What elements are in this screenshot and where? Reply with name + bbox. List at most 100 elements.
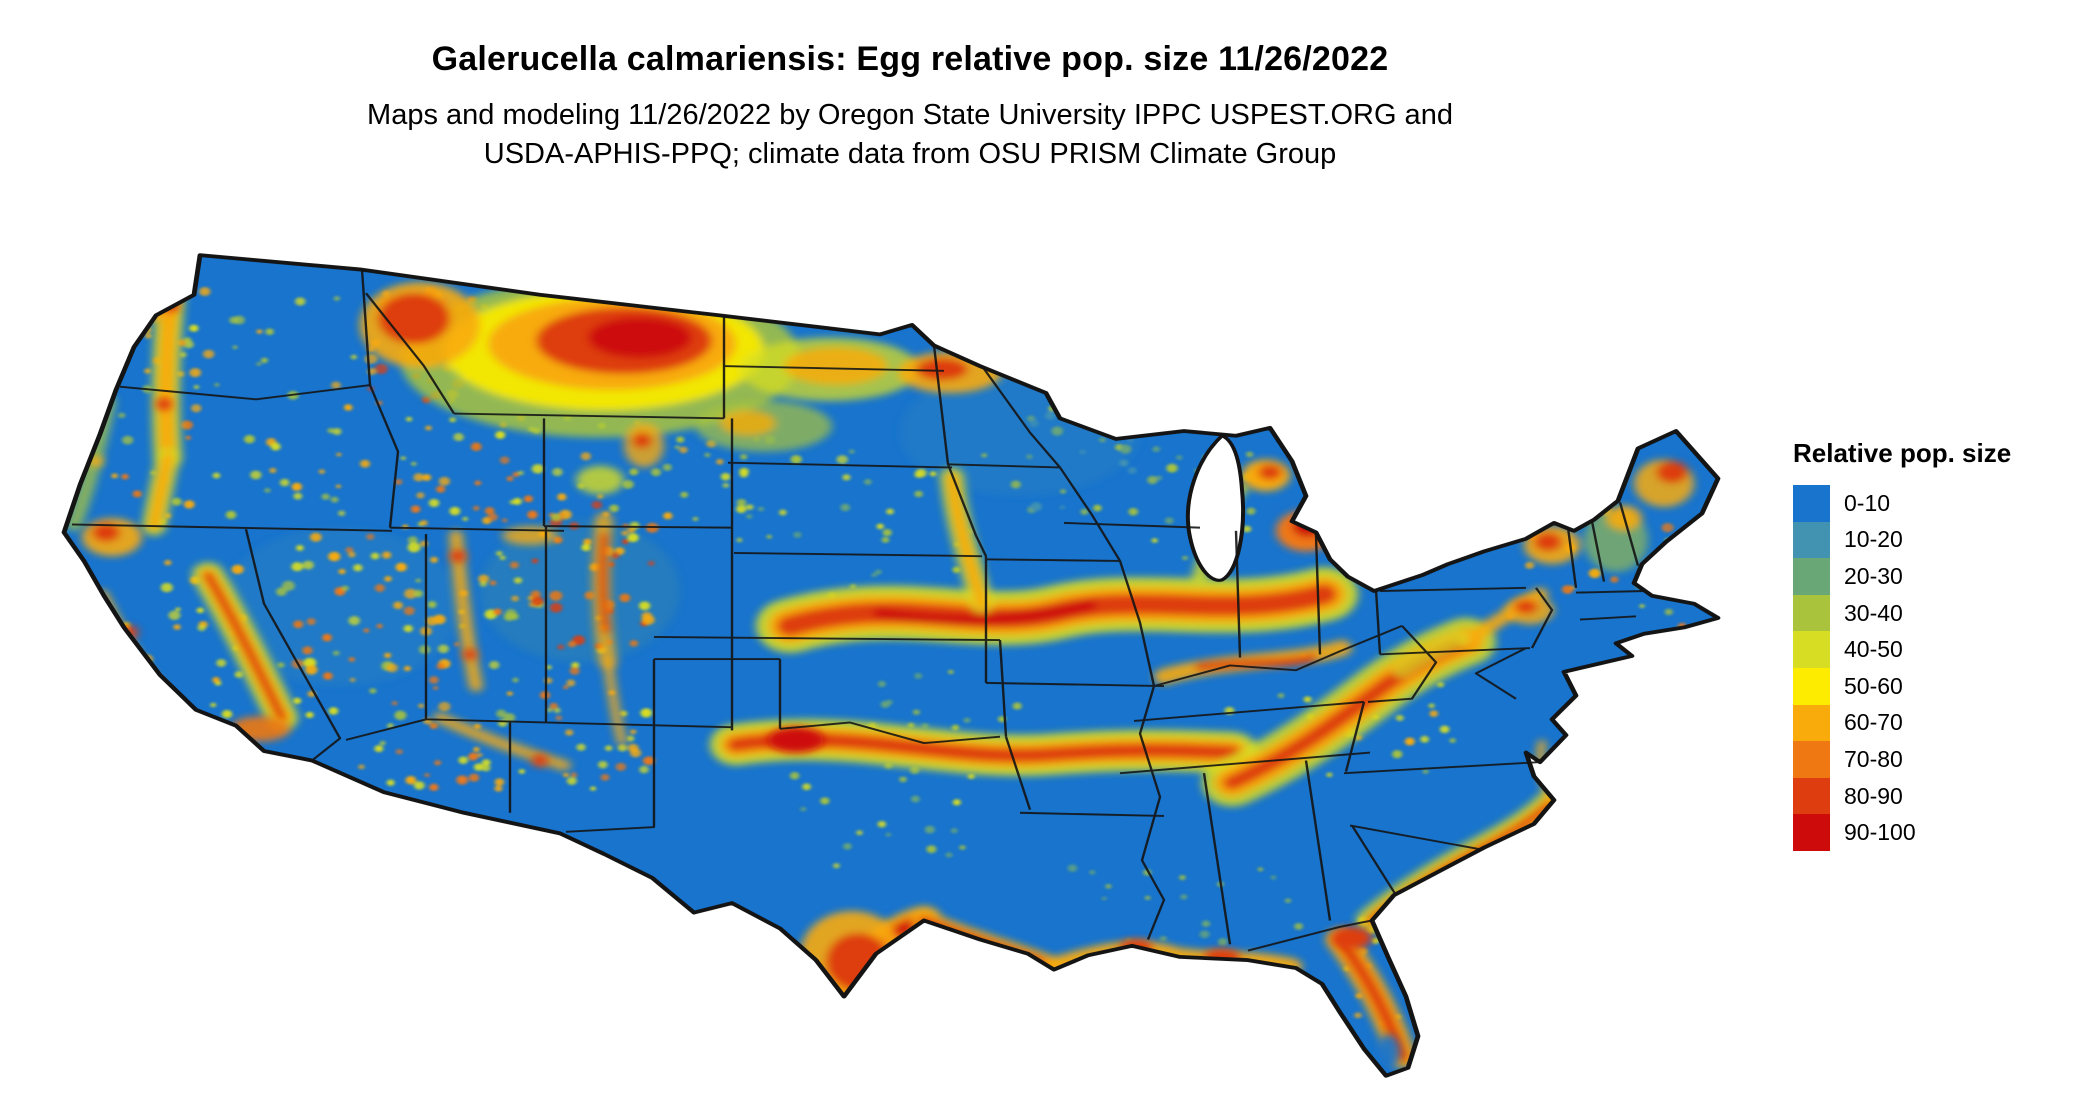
population-speckles-part [232, 345, 238, 350]
population-speckles-part [210, 702, 217, 708]
population-bands-part [433, 712, 571, 771]
population-speckles-part [571, 662, 580, 669]
population-speckles-part [609, 504, 619, 513]
state-borders-part [360, 269, 372, 386]
state-borders-part [543, 525, 733, 529]
population-speckles-part [912, 709, 921, 716]
population-speckles-part [234, 671, 243, 678]
population-speckles-part [1277, 693, 1285, 699]
population-speckles-part [185, 435, 191, 440]
population-speckles-part [576, 743, 586, 751]
population-speckles-part [353, 564, 363, 572]
population-speckles-part [358, 764, 365, 770]
population-speckles-part [407, 542, 421, 553]
population-speckles-part [366, 533, 375, 540]
population-speckles-part [963, 717, 971, 723]
population-speckles-part [506, 476, 514, 482]
population-speckles-part [882, 528, 892, 537]
population-speckles-part [1119, 459, 1129, 467]
population-speckles-part [557, 493, 567, 501]
population-speckles-part [420, 520, 428, 526]
population-speckles-part [395, 748, 403, 755]
population-speckles-part [121, 473, 129, 480]
population-hotspots-part [378, 293, 450, 344]
state-borders-part [345, 718, 427, 741]
population-speckles-part [386, 779, 395, 786]
population-speckles-part [144, 333, 152, 339]
state-borders-part [364, 292, 456, 415]
population-speckles-part [244, 434, 255, 444]
legend-swatch [1793, 594, 1830, 632]
population-speckles-part [484, 507, 495, 515]
population-speckles-part [876, 523, 884, 530]
population-speckles-part [481, 764, 491, 772]
population-speckles-part [395, 562, 407, 572]
population-speckles-part [403, 606, 415, 616]
population-speckles-part [833, 863, 840, 869]
population-speckles-part [1246, 507, 1256, 515]
population-hotspots-part [1514, 599, 1538, 614]
population-speckles-part [1270, 875, 1276, 880]
population-speckles-part [621, 530, 629, 536]
population-hotspots [82, 278, 1694, 1070]
population-speckles-part [627, 735, 635, 742]
population-speckles-part [1420, 735, 1429, 743]
population-speckles-part [411, 461, 417, 466]
population-speckles-part [470, 442, 482, 451]
great-lakes [1185, 433, 1246, 582]
population-speckles-part [479, 581, 487, 587]
population-speckles-part [1242, 525, 1252, 533]
population-speckles-part [629, 639, 638, 647]
legend-swatch [1793, 667, 1830, 705]
population-speckles-part [1326, 772, 1333, 778]
legend-label: 90-100 [1844, 819, 1916, 846]
population-speckles-part [1128, 507, 1138, 516]
state-borders-part [1234, 530, 1242, 658]
population-speckles-part [1152, 446, 1160, 453]
population-speckles-part [191, 404, 202, 413]
population-speckles-part [438, 476, 450, 486]
population-speckles-part [310, 532, 322, 542]
legend-swatch [1793, 704, 1830, 742]
state-borders-part [1247, 919, 1373, 952]
population-speckles-part [622, 539, 629, 545]
state-borders-part [727, 461, 953, 469]
population-speckles-part [433, 686, 438, 690]
population-speckles-part [676, 436, 685, 443]
population-speckles-part [264, 488, 271, 493]
population-speckles-part [296, 544, 304, 551]
state-borders-part [723, 365, 945, 372]
population-speckles-part [348, 616, 361, 626]
population-speckles-part [132, 490, 142, 498]
population-speckles-part [1354, 1012, 1362, 1019]
population-bands-part [727, 732, 1241, 763]
population-speckles-part [196, 607, 204, 614]
population-speckles-part [291, 482, 302, 491]
population-speckles-part [233, 315, 245, 325]
population-speckles-part [427, 600, 437, 608]
population-speckles-part [118, 412, 126, 419]
population-speckles-part [639, 765, 649, 774]
subtitle-line-1: Maps and modeling 11/26/2022 by Oregon S… [367, 99, 1453, 131]
population-speckles-part [758, 506, 764, 512]
population-speckles-part [216, 658, 227, 667]
population-speckles-part [1164, 517, 1174, 525]
population-speckles-part [415, 578, 421, 583]
state-borders-part [998, 640, 1008, 737]
state-borders-part [733, 552, 983, 558]
population-speckles-part [563, 772, 569, 778]
population-speckles-part [256, 361, 262, 366]
population-speckles-part [387, 723, 394, 729]
population-speckles-part [692, 516, 699, 522]
population-speckles-part [189, 367, 201, 378]
population-speckles-part [438, 701, 451, 712]
state-borders-part [1350, 825, 1398, 896]
state-borders-part [985, 558, 1121, 562]
population-bands-part [598, 532, 610, 634]
population-speckles-part [468, 752, 479, 761]
population-speckles-part [740, 453, 748, 460]
population-speckles-part [622, 479, 634, 489]
population-speckles-part [269, 467, 277, 474]
legend-label: 30-40 [1844, 599, 1903, 626]
legend-row: 0-10 [1793, 485, 2011, 522]
